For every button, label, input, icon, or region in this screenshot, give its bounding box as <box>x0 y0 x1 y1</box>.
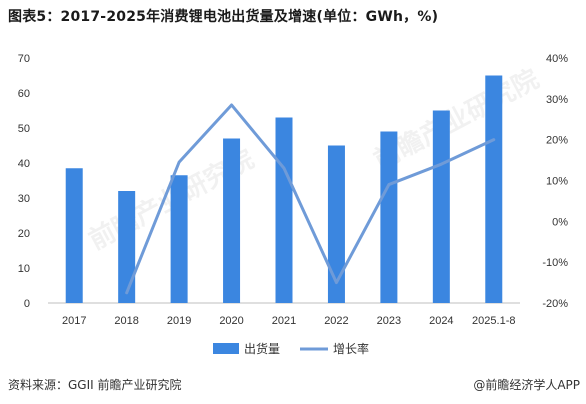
x-tick-label: 2021 <box>272 315 296 327</box>
right-tick-label: -20% <box>542 298 568 310</box>
legend: 出货量 增长率 <box>213 341 369 356</box>
legend-bar-label: 出货量 <box>244 341 280 356</box>
legend-line-label: 增长率 <box>333 341 369 356</box>
x-axis-ticks: 2017 2018 2019 2020 2021 2022 2023 2024 2025.1-8 <box>62 315 516 327</box>
legend-bar-swatch <box>213 343 239 354</box>
left-tick-label: 50 <box>18 123 30 135</box>
line-series <box>125 103 496 295</box>
x-tick-label: 2022 <box>324 315 348 327</box>
x-tick-label: 2019 <box>167 315 191 327</box>
left-tick-label: 70 <box>18 53 30 65</box>
credit-label: @前瞻经济学人APP <box>473 378 580 392</box>
source-note: 资料来源：GGII 前瞻产业研究院 <box>8 378 182 392</box>
chart-title: 图表5：2017-2025年消费锂电池出货量及增速(单位：GWh，%) <box>8 9 439 25</box>
bar-2020 <box>223 138 241 303</box>
growth-line <box>125 103 496 295</box>
right-tick-label: 30% <box>546 94 568 106</box>
bars-series <box>65 75 503 303</box>
bar-2022 <box>327 145 345 303</box>
left-tick-label: 10 <box>18 263 30 275</box>
x-tick-label: 2025.1-8 <box>472 315 515 327</box>
right-tick-label: 0% <box>552 216 568 228</box>
bar-2019 <box>170 175 188 303</box>
bar-2017 <box>65 168 83 303</box>
left-tick-label: 0 <box>24 298 30 310</box>
x-tick-label: 2020 <box>219 315 243 327</box>
left-tick-label: 40 <box>18 158 30 170</box>
left-tick-label: 20 <box>18 228 30 240</box>
bar-2023 <box>380 131 398 303</box>
x-tick-label: 2024 <box>429 315 453 327</box>
bar-2018 <box>118 191 136 303</box>
right-tick-label: 40% <box>546 53 568 65</box>
bar-2021 <box>275 117 293 303</box>
left-axis-ticks: 0 10 20 30 40 50 60 70 <box>18 53 30 310</box>
left-tick-label: 30 <box>18 193 30 205</box>
right-tick-label: 10% <box>546 176 568 188</box>
right-axis-ticks: -20% -10% 0% 10% 20% 30% 40% <box>542 53 568 310</box>
right-tick-label: 20% <box>546 135 568 147</box>
right-tick-label: -10% <box>542 257 568 269</box>
bar-2025.1-8 <box>485 75 503 303</box>
x-tick-label: 2018 <box>114 315 138 327</box>
x-tick-label: 2017 <box>62 315 86 327</box>
x-tick-label: 2023 <box>377 315 401 327</box>
left-tick-label: 60 <box>18 88 30 100</box>
bar-2024 <box>432 110 450 303</box>
